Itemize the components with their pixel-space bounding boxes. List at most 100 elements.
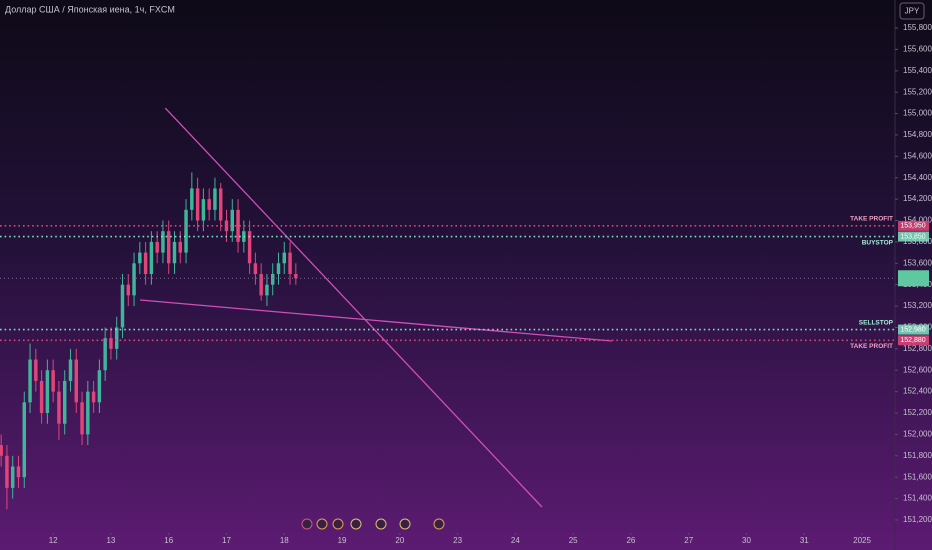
candle-body [190, 188, 194, 210]
y-tick-label: 153,600 [903, 258, 932, 267]
candle-body [34, 359, 38, 381]
candle-body [218, 188, 223, 221]
x-tick-label: 18 [280, 536, 289, 545]
candle-body [276, 263, 281, 274]
x-tick-label: 16 [164, 536, 173, 545]
y-tick-label: 154,400 [903, 173, 932, 182]
x-tick-label: 25 [569, 536, 578, 545]
candle-body [91, 391, 96, 403]
y-tick-label: 151,600 [903, 472, 932, 481]
y-tick-label: 154,000 [903, 216, 932, 225]
trendline [164, 107, 543, 508]
x-tick-label: 26 [626, 536, 635, 545]
level-name: TAKE PROFIT [850, 343, 893, 350]
level-price-label: 153,950 [900, 223, 925, 230]
candle-body [103, 338, 107, 371]
x-tick-label: 17 [222, 536, 231, 545]
x-tick-label: 2025 [853, 536, 871, 545]
y-tick-label: 155,000 [903, 109, 932, 118]
level-name: SELLSTOP [859, 319, 894, 326]
candle-body [68, 359, 73, 381]
candle-body [282, 252, 287, 264]
candle-body [97, 370, 102, 403]
candle-body [259, 273, 263, 296]
currency-label[interactable]: JPY [905, 7, 920, 16]
y-tick-label: 154,800 [903, 130, 932, 139]
candle-body [5, 455, 9, 488]
candle-body [80, 402, 84, 435]
y-tick-label: 155,800 [903, 23, 932, 32]
candle-body [62, 380, 67, 424]
candle-body [132, 263, 136, 296]
x-tick-label: 23 [453, 536, 462, 545]
candle-body [195, 188, 200, 221]
y-tick-label: 153,200 [903, 301, 932, 310]
level-price-box [898, 220, 929, 231]
y-tick-label: 152,600 [903, 365, 932, 374]
level-price-label: 152,980 [900, 326, 925, 333]
candle-body [114, 327, 119, 349]
y-tick-label: 151,200 [903, 515, 932, 524]
candle-body [22, 402, 27, 478]
x-tick-label: 24 [511, 536, 520, 545]
currency-button[interactable] [899, 2, 925, 20]
last-price-box [898, 270, 929, 287]
candle-body [138, 252, 142, 264]
chart-title: Доллар США / Японская иена, 1ч, FXCM [5, 4, 175, 14]
x-tick-label: 13 [106, 536, 115, 545]
level-name: TAKE PROFIT [850, 216, 893, 223]
candle-body [109, 338, 113, 349]
event-icons [301, 518, 445, 530]
candle-body [45, 370, 50, 414]
candle-body [213, 188, 217, 210]
y-tick-label: 155,600 [903, 45, 932, 54]
candle-body [265, 284, 269, 296]
candle-body [288, 252, 292, 274]
y-tick-label: 151,800 [903, 451, 932, 460]
candle-body [39, 380, 44, 414]
candle-body [253, 263, 258, 274]
candle-body [184, 209, 188, 253]
y-tick-label: 155,400 [903, 66, 932, 75]
candle-body [120, 284, 125, 328]
candle-body [74, 359, 79, 403]
candle-body [166, 231, 171, 264]
y-tick-label: 152,400 [903, 387, 932, 396]
x-tick-label: 31 [800, 536, 809, 545]
y-tick-label: 151,400 [903, 494, 932, 503]
level-price-box [898, 324, 929, 335]
candle-body [10, 466, 15, 488]
candle-body [172, 241, 177, 264]
x-tick-label: 19 [338, 536, 347, 545]
candle-body [149, 241, 154, 274]
candle-body [0, 445, 3, 456]
candle-body [155, 241, 159, 253]
x-tick-label: 30 [742, 536, 751, 545]
y-tick-label: 152,200 [903, 408, 932, 417]
candle-body [86, 391, 90, 435]
candle-body [270, 273, 275, 285]
candle-body [230, 209, 235, 232]
level-price-label: 152,880 [900, 337, 925, 344]
candle-body [178, 241, 183, 253]
candle-body [236, 209, 240, 242]
level-price-box [898, 231, 929, 242]
y-tick-label: 154,600 [903, 151, 932, 160]
trendline [140, 299, 612, 342]
candle-body [247, 231, 252, 264]
candle-body [161, 231, 165, 253]
candle-body [16, 466, 21, 478]
y-tick-label: 152,800 [903, 344, 932, 353]
y-tick-label: 154,200 [903, 194, 932, 203]
y-tick-label: 152,000 [903, 430, 932, 439]
candle-body [51, 370, 55, 392]
candle-body [57, 391, 61, 424]
candle-body [201, 199, 206, 221]
candle-body [294, 273, 298, 279]
candle-body [143, 252, 148, 274]
x-tick-label: 27 [684, 536, 693, 545]
level-name: BUYSTOP [862, 239, 894, 246]
candle-body [207, 199, 211, 210]
